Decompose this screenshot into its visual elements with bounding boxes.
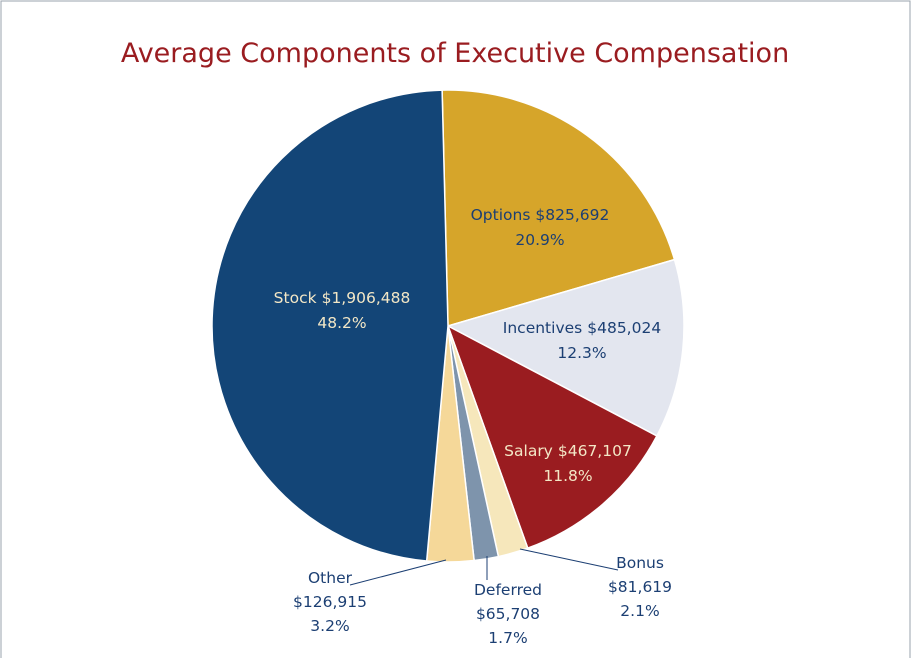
value-label: $825,692 xyxy=(535,206,609,224)
slice-label: Options $825,692 20.9% xyxy=(471,206,610,249)
percent-label: 3.2% xyxy=(310,617,349,635)
slice-label: Salary $467,107 11.8% xyxy=(504,442,632,485)
value-label: $485,024 xyxy=(587,319,661,337)
percent-label: 1.7% xyxy=(488,629,527,647)
slice-label: Other $126,915 3.2% xyxy=(293,569,367,635)
slice-label: Stock $1,906,488 48.2% xyxy=(274,289,411,332)
category-name: Other xyxy=(308,569,353,587)
slice-label: Bonus $81,619 2.1% xyxy=(608,554,672,620)
value-label: $467,107 xyxy=(558,442,632,460)
leader-line xyxy=(349,559,447,586)
chart-title: Average Components of Executive Compensa… xyxy=(121,38,789,69)
percent-label: 2.1% xyxy=(620,602,659,620)
percent-label: 11.8% xyxy=(543,467,592,485)
leader-line xyxy=(519,548,619,571)
percent-label: 12.3% xyxy=(557,344,606,362)
percent-label: 20.9% xyxy=(515,231,564,249)
slice-label: Deferred $65,708 1.7% xyxy=(474,581,542,647)
pie-slice xyxy=(441,89,676,327)
category-name: Stock xyxy=(274,289,317,307)
category-name: Options xyxy=(471,206,531,224)
category-name: Deferred xyxy=(474,581,542,599)
category-name: Salary xyxy=(504,442,553,460)
category-name: Incentives xyxy=(503,319,582,337)
value-label: $81,619 xyxy=(608,578,672,596)
category-name: Bonus xyxy=(616,554,664,572)
slice-label: Incentives $485,024 12.3% xyxy=(503,319,661,362)
value-label: $65,708 xyxy=(476,605,540,623)
percent-label: 48.2% xyxy=(317,314,366,332)
pie-slice xyxy=(446,258,685,437)
value-label: $126,915 xyxy=(293,593,367,611)
pie-slice xyxy=(211,89,449,562)
pie-slice xyxy=(446,324,658,550)
value-label: $1,906,488 xyxy=(322,289,411,307)
